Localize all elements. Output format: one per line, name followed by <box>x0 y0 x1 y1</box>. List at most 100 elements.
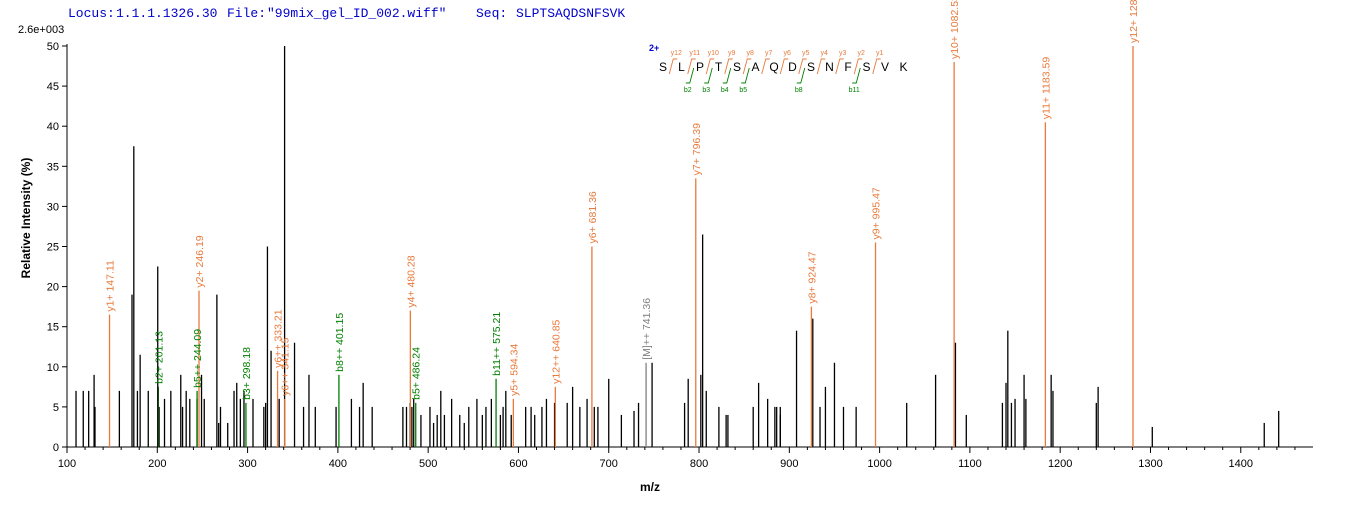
y-ion-bracket <box>687 58 696 75</box>
peak-label: b11++ 575.21 <box>491 312 503 376</box>
b-ion-bracket <box>704 67 713 84</box>
peak-label: y6++ 333.21 <box>273 309 285 368</box>
x-tick-label: 1300 <box>1138 458 1162 470</box>
x-tick-label: 100 <box>58 458 76 470</box>
y-ion-mark: y12 <box>671 50 682 57</box>
axes: 0 5 10 15 20 25 30 35 40 45 50 100 200 300 400 500 600 70… <box>47 41 1313 470</box>
y-tick-label: 10 <box>47 362 59 374</box>
peak-label: [M]++ 741.36 <box>641 298 653 360</box>
x-axis-title: m/z <box>640 480 660 494</box>
peak-label: y11+ 1183.59 <box>1040 57 1052 120</box>
peaks <box>75 46 1280 447</box>
x-tick-label: 1400 <box>1229 458 1253 470</box>
y-ion-mark: y9 <box>728 50 736 57</box>
x-tick-label: 1100 <box>958 458 982 470</box>
y-ion-bracket <box>835 58 844 75</box>
sequence-residue: S <box>807 60 815 74</box>
spectrum-header: Locus: 1.1.1.1326.30 File: "99mix_gel_ID… <box>0 0 1362 24</box>
y-tick-label: 35 <box>47 161 59 173</box>
y-tick-label: 30 <box>47 201 59 213</box>
x-tick-label: 700 <box>600 458 618 470</box>
y-ion-bracket <box>798 58 807 75</box>
intensity-scale-label: 2.6e+003 <box>18 24 64 36</box>
y-ion-bracket <box>853 58 863 75</box>
peak-label: b8++ 401.15 <box>334 313 346 372</box>
y-ion-mark: y8 <box>747 50 755 57</box>
b-ion-mark: b11 <box>849 87 860 94</box>
b-ion-bracket <box>796 67 806 84</box>
y-ion-bracket <box>742 58 752 75</box>
peak-label: b2+ 201.13 <box>153 331 165 384</box>
sequence-residue: T <box>715 60 723 74</box>
b-ion-mark: b2 <box>684 87 692 94</box>
sequence-residue: S <box>862 60 870 74</box>
b-ion-mark: b4 <box>721 87 729 94</box>
b-ion-bracket <box>852 67 861 84</box>
peak-label: y1+ 147.11 <box>105 260 117 312</box>
y-ion-mark: y4 <box>821 50 829 57</box>
seq-value: SLPTSAQDSNFSVK <box>516 6 626 21</box>
peak-label: y10+ 1082.53 <box>949 0 961 59</box>
y-tick-label: 50 <box>47 41 59 53</box>
x-tick-label: 400 <box>329 458 347 470</box>
file-value: "99mix_gel_ID_002.wiff" <box>267 6 447 21</box>
peak-label: y6+ 681.36 <box>587 191 599 243</box>
peak-label: y12++ 640.85 <box>550 319 562 383</box>
peak-label: b5++ 244.09 <box>192 329 204 388</box>
charge-state: 2+ <box>649 43 659 53</box>
sequence-residue: V <box>881 60 889 74</box>
peak-label: b5+ 486.24 <box>411 347 423 400</box>
x-tick-label: 200 <box>148 458 166 470</box>
x-tick-label: 600 <box>509 458 527 470</box>
peak-label: y9+ 995.47 <box>871 187 883 239</box>
y-ion-bracket <box>761 58 770 75</box>
y-ion-mark: y3 <box>839 50 847 57</box>
locus-value: 1.1.1.1326.30 <box>116 6 218 21</box>
x-tick-label: 900 <box>780 458 798 470</box>
y-ion-mark: y5 <box>802 50 810 57</box>
peak-labels: y1+ 147.11 b2+ 201.13 b5++ 244.09 y2+ 246.1… <box>105 0 1140 400</box>
b-ion-bracket <box>722 67 732 84</box>
locus-label: Locus: <box>68 6 115 21</box>
y-ion-mark: y1 <box>876 50 884 57</box>
y-axis-title: Relative Intensity (%) <box>19 158 33 279</box>
sequence-residue: Q <box>769 60 778 74</box>
y-tick-label: 25 <box>47 242 59 254</box>
b-ion-mark: b5 <box>739 87 747 94</box>
y-ion-bracket <box>668 58 678 75</box>
y-ion-bracket <box>872 58 881 75</box>
y-ion-bracket <box>705 58 715 75</box>
peak-label: y8+ 924.47 <box>806 251 818 303</box>
sequence-residue: F <box>844 60 851 74</box>
peak-label: y12+ 1280.63 <box>1128 0 1140 43</box>
file-label: File: <box>227 6 267 21</box>
x-tick-label: 1000 <box>867 458 891 470</box>
y-tick-label: 40 <box>47 121 59 133</box>
y-ion-mark: y11 <box>689 50 700 57</box>
y-ion-mark: y10 <box>708 50 719 57</box>
y-ion-bracket <box>816 58 826 75</box>
sequence-residue: A <box>751 60 759 74</box>
peak-label: y7+ 796.39 <box>691 123 703 175</box>
y-ion-bracket <box>724 58 733 75</box>
x-tick-label: 300 <box>238 458 256 470</box>
y-tick-label: 5 <box>53 402 59 414</box>
b-ion-bracket <box>685 67 695 84</box>
seq-label: Seq: <box>476 6 508 21</box>
y-ion-mark: y7 <box>765 50 773 57</box>
b-ion-mark: b8 <box>795 87 803 94</box>
b-ion-mark: b3 <box>702 87 710 94</box>
peak-label: y2+ 246.19 <box>194 235 206 287</box>
y-ion-mark: y2 <box>858 50 866 57</box>
x-tick-label: 800 <box>690 458 708 470</box>
x-tick-label: 500 <box>419 458 437 470</box>
sequence-residue: N <box>825 60 834 74</box>
peak-label: y6++ 341.15 <box>280 337 292 396</box>
peak-label: b3+ 298.18 <box>241 347 253 400</box>
sequence-residue: S <box>659 60 667 74</box>
y-ion-bracket <box>779 58 789 75</box>
sequence-residue: S <box>733 60 741 74</box>
y-tick-label: 0 <box>53 442 59 454</box>
